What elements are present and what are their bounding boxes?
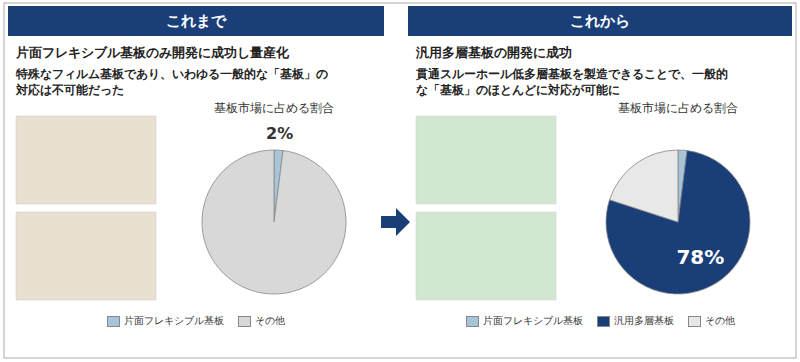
legend-swatch <box>107 316 120 327</box>
panel-title: 汎用多層基板の開発に成功 <box>415 45 572 60</box>
header-text: これから <box>570 12 630 30</box>
arrow <box>381 208 410 236</box>
legend-swatch <box>238 316 251 327</box>
pie <box>202 150 346 294</box>
pie-slice <box>202 150 346 294</box>
panel-subtitle: 対応は不可能だった <box>15 83 124 97</box>
image-placeholder <box>416 116 556 204</box>
legend-item: 片面フレキシブル基板 <box>107 314 224 328</box>
legend-swatch <box>688 316 701 327</box>
legend-swatch <box>597 316 610 327</box>
image-placeholder <box>416 212 556 300</box>
header-text: これまで <box>166 12 227 30</box>
legend: 片面フレキシブル基板 その他 <box>8 314 384 328</box>
pie <box>606 150 750 294</box>
pie-slice <box>606 151 750 294</box>
legend-item: 片面フレキシブル基板 <box>466 314 583 328</box>
legend: 片面フレキシブル基板 汎用多層基板 その他 <box>408 314 792 328</box>
header-bar <box>408 6 792 36</box>
canvas: これまで片面フレキシブル基板のみ開発に成功し量産化特殊なフィルム基板であり、いわ… <box>0 0 800 362</box>
image-placeholder <box>16 116 156 204</box>
pie-title: 基板市場に占める割合 <box>618 101 738 115</box>
pie-labels: 2% <box>266 124 293 143</box>
legend-label: その他 <box>705 314 735 328</box>
outer-border <box>4 3 796 358</box>
legend-item: その他 <box>238 314 285 328</box>
panel-subtitle: 特殊なフィルム基板であり、いわゆる一般的な「基板」の <box>15 67 328 81</box>
pie-slice <box>610 150 678 222</box>
panel-subtitle: 貫通スルーホール低多層基板を製造できることで、一般的 <box>415 67 728 81</box>
legend-label: 汎用多層基板 <box>614 314 674 328</box>
legend-label: その他 <box>255 314 285 328</box>
panel-title: 片面フレキシブル基板のみ開発に成功し量産化 <box>15 45 290 60</box>
pie-title: 基板市場に占める割合 <box>214 101 334 115</box>
legend-item: 汎用多層基板 <box>597 314 674 328</box>
legend-label: 片面フレキシブル基板 <box>483 314 583 328</box>
data-label: 2% <box>266 124 293 143</box>
pie-labels: 78% <box>676 245 724 269</box>
header-bar <box>8 6 384 36</box>
legend-label: 片面フレキシブル基板 <box>124 314 224 328</box>
image-placeholder <box>16 212 156 300</box>
panel-subtitle: な「基板」のほとんどに対応が可能に <box>416 83 620 97</box>
legend-item: その他 <box>688 314 735 328</box>
data-label: 78% <box>676 245 724 269</box>
legend-swatch <box>466 316 479 327</box>
